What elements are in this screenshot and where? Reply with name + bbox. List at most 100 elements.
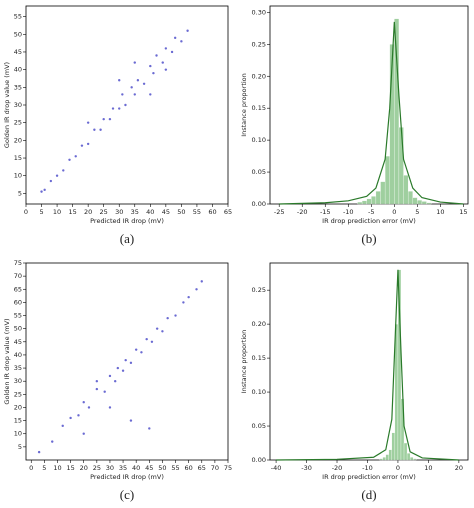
point xyxy=(161,61,164,64)
point xyxy=(166,316,169,320)
point xyxy=(40,190,43,193)
x-tick-label: 55 xyxy=(193,208,201,216)
x-tick-label: 45 xyxy=(162,208,170,216)
hist-bar xyxy=(382,457,386,461)
x-tick-label: 70 xyxy=(211,464,219,472)
x-tick-label: 30 xyxy=(106,464,114,472)
x-axis-label: Predicted IR drop (mV) xyxy=(90,217,164,225)
x-axis-label: IR drop prediction error (mV) xyxy=(322,217,416,225)
x-tick-label: 35 xyxy=(119,464,127,472)
y-tick-label: 10 xyxy=(14,430,22,438)
plot-frame xyxy=(25,5,229,205)
x-tick-label: 10 xyxy=(424,464,432,472)
point xyxy=(200,280,203,283)
y-axis-label: Instance proportion xyxy=(240,73,248,137)
point xyxy=(55,174,59,177)
x-tick-label: 0 xyxy=(392,208,396,216)
point xyxy=(145,337,148,341)
x-tick-label: 0 xyxy=(29,464,33,472)
y-tick-label: 0.15 xyxy=(252,104,266,112)
point xyxy=(116,366,120,370)
x-tick-label: 0 xyxy=(24,208,28,216)
point xyxy=(95,380,99,383)
caption: (c) xyxy=(120,487,134,502)
y-tick-label: 0.00 xyxy=(252,200,266,208)
point xyxy=(121,369,125,372)
hist-bar xyxy=(417,200,423,205)
x-tick-label: 10 xyxy=(436,208,444,216)
y-tick-label: 15 xyxy=(14,417,22,425)
point xyxy=(164,47,168,50)
y-tick-label: 0.05 xyxy=(252,422,266,430)
y-tick-label: 70 xyxy=(14,272,22,280)
x-tick-label: 65 xyxy=(198,464,206,472)
point xyxy=(77,414,80,417)
hist-bar xyxy=(421,201,427,205)
y-tick-label: 20 xyxy=(14,136,22,144)
x-tick-label: -40 xyxy=(271,464,282,472)
x-tick-label: -25 xyxy=(274,208,285,216)
hist-bar xyxy=(371,196,377,205)
point xyxy=(61,424,64,428)
point xyxy=(93,128,96,131)
x-tick-label: 5 xyxy=(39,208,43,216)
y-tick-label: 40 xyxy=(14,351,22,359)
x-tick-label: 50 xyxy=(177,208,185,216)
point xyxy=(62,169,65,172)
point xyxy=(133,93,136,96)
x-tick-label: 20 xyxy=(84,208,92,216)
hist-bar xyxy=(366,198,372,205)
y-tick-label: 75 xyxy=(14,259,22,267)
x-tick-label: -20 xyxy=(297,208,308,216)
hist-bar xyxy=(406,453,411,461)
point xyxy=(129,419,133,422)
y-tick-label: 45 xyxy=(14,338,22,346)
point xyxy=(150,340,154,343)
x-tick-label: 55 xyxy=(171,464,179,472)
point xyxy=(149,64,152,68)
x-tick-label: 50 xyxy=(158,464,166,472)
x-tick-label: 10 xyxy=(53,464,61,472)
y-tick-label: 55 xyxy=(14,312,22,320)
x-tick-label: 25 xyxy=(93,464,101,472)
point xyxy=(95,387,99,391)
x-tick-label: 20 xyxy=(455,464,463,472)
plot-frame xyxy=(269,5,469,205)
point xyxy=(51,440,54,443)
point xyxy=(82,401,85,404)
point xyxy=(148,427,151,430)
y-tick-label: 15 xyxy=(14,154,22,162)
point xyxy=(103,390,106,393)
point xyxy=(124,358,127,362)
point xyxy=(118,79,121,82)
y-tick-label: 40 xyxy=(14,66,22,74)
point xyxy=(180,40,183,43)
point xyxy=(161,330,164,333)
x-tick-label: 5 xyxy=(42,464,46,472)
plot-frame xyxy=(269,262,469,461)
y-tick-label: 10 xyxy=(14,172,22,180)
x-tick-label: 60 xyxy=(208,208,216,216)
point xyxy=(99,128,102,131)
point xyxy=(124,103,127,107)
y-tick-label: 0.25 xyxy=(252,40,266,48)
point xyxy=(129,361,133,365)
y-tick-label: 25 xyxy=(14,390,22,398)
point xyxy=(149,93,152,96)
point xyxy=(43,188,46,192)
hist-bar xyxy=(379,458,383,461)
y-tick-label: 60 xyxy=(14,298,22,306)
point xyxy=(195,288,198,291)
y-tick-label: 0.10 xyxy=(252,136,266,144)
point xyxy=(133,61,136,64)
x-tick-label: -5 xyxy=(368,208,374,216)
hist-bar xyxy=(357,201,363,205)
caption: (d) xyxy=(361,487,376,502)
point xyxy=(102,117,105,121)
point xyxy=(111,107,115,110)
x-tick-label: 40 xyxy=(132,464,140,472)
point xyxy=(87,406,91,409)
x-tick-label: 60 xyxy=(185,464,193,472)
y-tick-label: 0.05 xyxy=(252,168,266,176)
y-tick-label: 35 xyxy=(14,83,22,91)
